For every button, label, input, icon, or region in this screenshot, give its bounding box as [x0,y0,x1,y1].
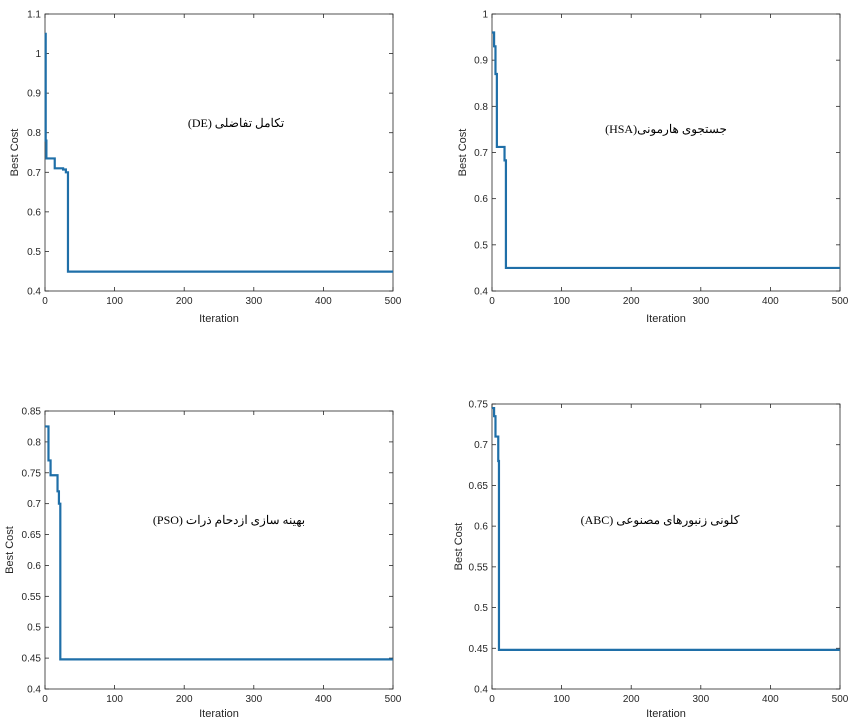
y-tick-label: 0.6 [474,194,488,205]
y-tick-label: 0.4 [27,685,41,696]
y-axis-label: Best Cost [9,129,21,177]
x-tick-label: 0 [42,296,48,307]
x-tick-label: 300 [245,296,262,307]
y-tick-label: 0.8 [27,437,41,448]
y-tick-label: 0.65 [469,481,489,492]
y-tick-label: 0.6 [474,522,488,533]
y-tick-label: 0.5 [27,623,41,634]
y-tick-label: 0.4 [27,287,41,298]
x-axis-label: Iteration [646,708,686,720]
y-tick-label: 0.6 [27,207,41,218]
y-tick-label: 0.55 [22,592,42,603]
x-tick-label: 100 [553,296,570,307]
x-tick-label: 0 [42,694,48,705]
y-axis-label: Best Cost [453,523,465,571]
chart-annotation: تکامل تفاضلی (DE) [188,116,284,130]
y-tick-label: 0.45 [22,654,42,665]
x-tick-label: 500 [832,296,848,307]
y-tick-label: 0.4 [474,685,488,696]
series-line-3 [45,425,393,661]
x-tick-label: 400 [762,694,779,705]
plot-frame-3 [44,410,394,690]
y-tick-label: 0.7 [474,440,488,451]
y-tick-label: 0.5 [27,247,41,258]
x-axis-label: Iteration [199,708,239,720]
y-tick-label: 0.9 [27,89,41,100]
y-tick-label: 0.7 [27,499,41,510]
plot-frame-2 [491,13,841,292]
x-tick-label: 300 [692,296,709,307]
y-axis-label: Best Cost [457,129,469,177]
y-tick-label: 0.8 [474,102,488,113]
series-line-2 [492,31,840,270]
y-tick-label: 0.75 [22,468,42,479]
x-axis-label: Iteration [646,313,686,325]
x-tick-label: 100 [106,694,123,705]
plot-frame-4 [491,403,841,690]
y-tick-label: 1 [35,49,41,60]
y-tick-label: 1.1 [27,10,41,21]
y-tick-label: 0.8 [27,128,41,139]
x-tick-label: 400 [762,296,779,307]
series-line-1 [44,32,393,273]
y-tick-label: 0.45 [469,644,489,655]
x-tick-label: 300 [692,694,709,705]
chart-annotation: جستجوی هارمونی(HSA) [605,122,727,136]
y-tick-label: 0.55 [469,562,489,573]
y-tick-label: 0.6 [27,561,41,572]
chart-annotation: بهینه سازی ازدحام ذرات (PSO) [153,513,305,527]
y-tick-label: 0.65 [22,530,42,541]
y-tick-label: 0.75 [469,400,489,411]
chart-annotation: کلونی زنبورهای مصنوعی (ABC) [581,513,740,527]
y-tick-label: 0.5 [474,603,488,614]
x-tick-label: 200 [623,694,640,705]
x-tick-label: 200 [176,694,193,705]
y-tick-label: 0.5 [474,240,488,251]
y-axis-label: Best Cost [4,526,16,574]
y-tick-label: 0.85 [22,407,42,418]
x-tick-label: 300 [245,694,262,705]
x-tick-label: 400 [315,296,332,307]
y-tick-label: 0.9 [474,56,488,67]
x-tick-label: 0 [489,296,495,307]
x-tick-label: 100 [106,296,123,307]
x-tick-label: 100 [553,694,570,705]
x-axis-label: Iteration [199,313,239,325]
x-tick-label: 0 [489,694,495,705]
series-line-4 [492,406,840,652]
y-tick-label: 0.7 [27,168,41,179]
x-tick-label: 200 [176,296,193,307]
plot-frame-1 [44,13,394,292]
x-tick-label: 500 [832,694,848,705]
x-tick-label: 500 [385,296,402,307]
y-tick-label: 0.7 [474,148,488,159]
x-tick-label: 200 [623,296,640,307]
x-tick-label: 500 [385,694,402,705]
y-tick-label: 1 [482,10,488,21]
y-tick-label: 0.4 [474,287,488,298]
x-tick-label: 400 [315,694,332,705]
